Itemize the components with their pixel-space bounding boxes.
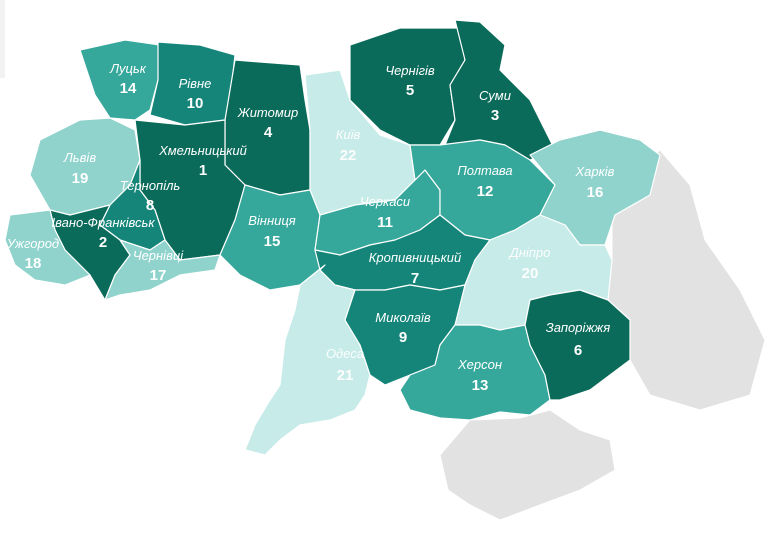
rank-label-uzhhorod: 18 (25, 255, 42, 272)
rank-label-vinnytsia: 15 (264, 233, 281, 250)
rank-label-chernivtsi: 17 (150, 267, 167, 284)
city-label-poltava: Полтава (457, 163, 512, 178)
label-lutsk: Луцьк 14 (109, 61, 147, 97)
city-label-chernihiv: Чернігів (385, 63, 435, 78)
city-label-zaporizhzhia: Запоріжжя (546, 320, 610, 335)
city-label-kherson: Херсон (457, 357, 502, 372)
city-label-odesa: Одеса (326, 346, 364, 361)
rank-label-lutsk: 14 (120, 80, 137, 97)
label-kherson: Херсон 13 (457, 357, 502, 394)
label-vinnytsia: Вінниця 15 (248, 213, 296, 250)
city-label-sumy: Суми (479, 88, 511, 103)
rank-label-kropyvnytskyi: 7 (411, 270, 419, 287)
city-label-chernivtsi: Чернівці (133, 248, 184, 263)
label-ivano-frankivsk: Івано-Франківськ 2 (51, 215, 155, 251)
city-label-zhytomyr: Житомир (237, 105, 298, 120)
label-dnipro: Дніпро 20 (508, 245, 551, 282)
label-lviv: Львів 19 (63, 150, 96, 187)
rank-label-kherson: 13 (472, 377, 489, 394)
label-cherkasy: Черкаси 11 (360, 194, 410, 231)
rank-label-mykolaiv: 9 (399, 329, 407, 346)
city-label-ivano-frankivsk: Івано-Франківськ (51, 215, 155, 230)
rank-label-odesa: 21 (337, 367, 354, 384)
city-label-dnipro: Дніпро (508, 245, 551, 260)
crimea-area (439, 409, 616, 521)
label-rivne: Рівне 10 (179, 76, 212, 112)
city-label-kharkiv: Харків (575, 164, 615, 179)
city-label-cherkasy: Черкаси (360, 194, 410, 209)
rank-label-lviv: 19 (72, 170, 89, 187)
label-zaporizhzhia: Запоріжжя 6 (546, 320, 610, 359)
rank-label-ternopil: 8 (146, 197, 154, 214)
label-kyiv: Київ 22 (336, 127, 361, 164)
rank-label-rivne: 10 (187, 95, 204, 112)
city-label-vinnytsia: Вінниця (248, 213, 296, 228)
rank-label-zaporizhzhia: 6 (574, 342, 582, 359)
city-label-ternopil: Тернопіль (120, 178, 181, 193)
region-zaporizhzhia[interactable] (524, 289, 631, 401)
rank-label-ivano-frankivsk: 2 (99, 234, 107, 251)
region-chernivtsi[interactable] (104, 239, 221, 301)
label-poltava: Полтава 12 (457, 163, 512, 200)
label-khmelnytskyi: Хмельницький 1 (158, 143, 247, 179)
label-chernihiv: Чернігів 5 (385, 63, 435, 99)
region-kherson[interactable] (399, 324, 551, 421)
rank-label-dnipro: 20 (522, 265, 539, 282)
rank-label-chernihiv: 5 (406, 82, 414, 99)
label-odesa: Одеса 21 (326, 346, 364, 384)
city-label-uzhhorod: Ужгород (6, 236, 59, 251)
region-uzhhorod[interactable] (4, 209, 91, 286)
rank-label-khmelnytskyi: 1 (199, 162, 207, 179)
rank-label-zhytomyr: 4 (264, 124, 273, 141)
page-edge-strip (0, 0, 5, 78)
label-ternopil: Тернопіль 8 (120, 178, 181, 214)
rank-label-poltava: 12 (477, 183, 494, 200)
label-chernivtsi: Чернівці 17 (133, 248, 184, 284)
city-label-kropyvnytskyi: Кропивницький (369, 250, 462, 265)
label-mykolaiv: Миколаїв 9 (375, 310, 431, 346)
rank-label-kharkiv: 16 (587, 184, 604, 201)
label-kharkiv: Харків 16 (575, 164, 615, 201)
rank-label-cherkasy: 11 (377, 214, 393, 231)
region-odesa[interactable] (244, 264, 371, 456)
rank-label-sumy: 3 (491, 107, 499, 124)
city-label-mykolaiv: Миколаїв (375, 310, 431, 325)
label-kropyvnytskyi: Кропивницький 7 (369, 250, 462, 287)
label-uzhhorod: Ужгород 18 (6, 236, 59, 272)
region-lutsk[interactable] (79, 39, 161, 121)
city-label-lutsk: Луцьк (109, 61, 147, 76)
city-label-kyiv: Київ (336, 127, 361, 142)
label-zhytomyr: Житомир 4 (237, 105, 298, 141)
label-sumy: Суми 3 (479, 88, 511, 124)
city-label-lviv: Львів (63, 150, 96, 165)
rank-label-kyiv: 22 (340, 147, 357, 164)
city-label-rivne: Рівне (179, 76, 212, 91)
city-label-khmelnytskyi: Хмельницький (158, 143, 247, 158)
